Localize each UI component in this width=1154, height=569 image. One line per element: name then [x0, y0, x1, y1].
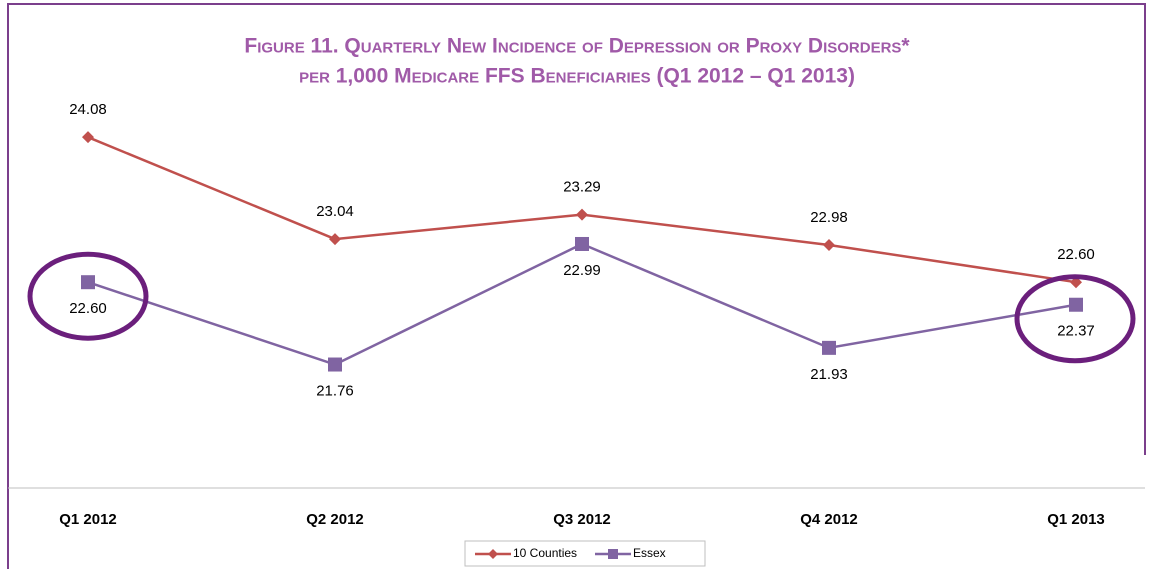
chart-title: per 1,000 Medicare FFS Beneficiaries (Q1…	[299, 65, 855, 88]
data-label: 21.76	[316, 382, 354, 399]
marker	[823, 238, 835, 251]
legend-marker	[608, 549, 618, 559]
marker	[1069, 297, 1083, 312]
x-tick-label: Q1 2012	[59, 511, 117, 528]
x-tick-label: Q3 2012	[553, 511, 611, 528]
marker	[82, 131, 94, 144]
legend-marker	[488, 549, 498, 559]
chart-title: Figure 11. Quarterly New Incidence of De…	[244, 35, 910, 58]
marker	[328, 357, 342, 372]
x-tick-label: Q2 2012	[306, 511, 364, 528]
legend	[464, 540, 706, 567]
data-label: 24.08	[69, 101, 107, 118]
marker	[81, 275, 95, 290]
marker	[329, 233, 341, 246]
data-label: 22.37	[1057, 323, 1095, 340]
marker	[576, 208, 588, 221]
data-label: 22.60	[1057, 246, 1095, 263]
data-label: 23.29	[563, 179, 601, 196]
highlight-circle	[27, 251, 149, 341]
frame	[7, 3, 1146, 569]
legend-label: 10 Counties	[513, 546, 577, 560]
data-label: 22.99	[563, 262, 601, 279]
data-label: 22.98	[810, 209, 848, 226]
marker	[822, 340, 836, 355]
highlight-circle	[1014, 274, 1136, 364]
marker	[575, 236, 589, 251]
data-label: 22.60	[69, 300, 107, 317]
x-tick-label: Q1 2013	[1047, 511, 1105, 528]
legend-label: Essex	[633, 546, 666, 560]
x-tick-label: Q4 2012	[800, 511, 858, 528]
data-label: 23.04	[316, 203, 354, 220]
data-label: 21.93	[810, 366, 848, 383]
